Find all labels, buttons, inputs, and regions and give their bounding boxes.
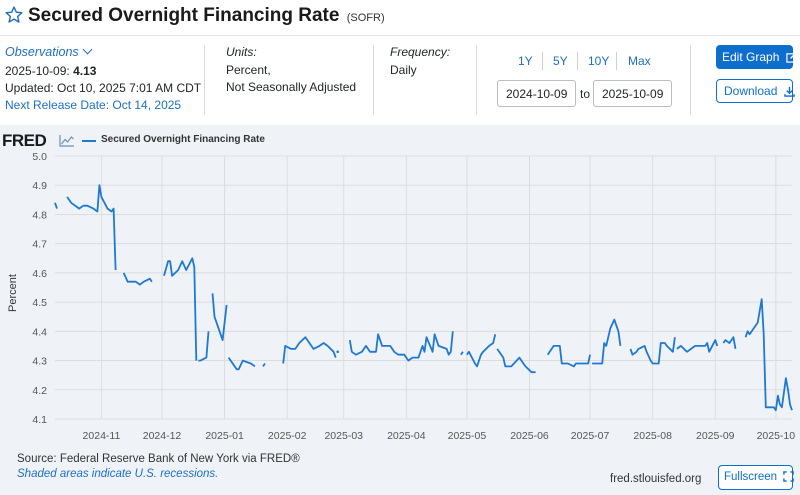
graph-icon (59, 135, 74, 147)
chart-panel (0, 125, 800, 495)
start-date-input[interactable]: 2024-10-09 (497, 80, 576, 107)
gridlines (55, 155, 792, 420)
units-value-line1: Percent, (226, 63, 271, 77)
units-value-line2: Not Seasonally Adjusted (226, 80, 357, 94)
end-date-input[interactable]: 2025-10-09 (593, 80, 672, 107)
divider (204, 45, 205, 115)
x-tick-label: 2025-01 (205, 430, 244, 442)
obs-date: 2025-10-09: (5, 64, 70, 78)
download-label: Download (724, 84, 778, 98)
obs-value: 4.13 (73, 64, 97, 78)
series-line-segment (460, 351, 464, 356)
fullscreen-label: Fullscreen (724, 471, 778, 483)
x-tick-label: 2025-08 (633, 430, 672, 442)
y-tick-label: 4.8 (32, 209, 47, 221)
series-line-segment (262, 362, 266, 367)
series-line-segment (122, 272, 153, 286)
legend-swatch (82, 140, 96, 142)
series-line-segment (227, 357, 256, 371)
series-line-segment (592, 318, 622, 365)
observations-label: Observations (5, 45, 79, 59)
series-line-segment (54, 202, 58, 209)
series-line (54, 184, 793, 412)
series-line-segment (722, 336, 737, 350)
y-tick-label: 4.1 (32, 414, 47, 426)
updated-text: Updated: Oct 10, 2025 7:01 AM CDT (5, 81, 202, 95)
x-tick-label: 2025-07 (571, 430, 610, 442)
y-tick-label: 4.2 (32, 385, 47, 397)
edit-graph-button[interactable]: Edit Graph (716, 45, 796, 69)
series-line-segment (348, 331, 454, 362)
y-tick-label: 5.0 (32, 151, 47, 163)
next-release-link[interactable]: Next Release Date: Oct 14, 2025 (5, 98, 182, 112)
y-tick-label: 4.6 (32, 268, 47, 280)
series-line-segment (546, 344, 591, 368)
y-tick-label: 4.5 (32, 297, 47, 309)
x-tick-label: 2025-06 (510, 430, 549, 442)
y-tick-label: 4.4 (32, 326, 47, 338)
to-label: to (580, 87, 591, 101)
site-link[interactable]: fred.stlouisfed.org (610, 473, 702, 485)
x-tick-label: 2025-10 (757, 430, 796, 442)
fullscreen-button[interactable]: Fullscreen (718, 465, 795, 490)
recession-note: Shaded areas indicate U.S. recessions. (17, 468, 219, 480)
y-tick-label: 4.7 (32, 239, 47, 251)
series-line-segment (66, 184, 117, 271)
title-row: Secured Overnight Financing Rate (SOFR) (0, 0, 800, 36)
series-code: (SOFR) (346, 12, 385, 24)
download-icon (783, 86, 795, 97)
range-max-button[interactable]: Max (628, 54, 651, 68)
divider (616, 52, 617, 70)
series-line-segment (496, 348, 536, 374)
series-line-segment (629, 337, 676, 365)
y-tick-label: 4.3 (32, 356, 47, 368)
legend-label: Secured Overnight Financing Rate (101, 134, 265, 145)
x-tick-label: 2025-03 (324, 430, 363, 442)
divider (542, 52, 543, 70)
star-icon[interactable] (4, 5, 24, 25)
frequency-value: Daily (390, 63, 417, 77)
series-line-segment (744, 298, 793, 412)
observations-dropdown[interactable]: Observations (5, 44, 93, 59)
series-line-segment (211, 293, 228, 342)
x-axis-ticks: 2024-11 2024-12 2025-01 2025-02 2025-03 2025-… (83, 430, 796, 442)
divider (577, 52, 578, 70)
x-tick-label: 2025-02 (268, 430, 307, 442)
frequency-label: Frequency: (390, 45, 451, 59)
chart: 4.14.24.34.44.54.64.74.84.95.0 2024-11 20… (7, 151, 796, 442)
series-line-segment (466, 334, 497, 368)
y-tick-label: 4.9 (32, 180, 47, 192)
series-line-segment (676, 339, 719, 353)
series-line-segment (198, 331, 210, 362)
chevron-down-icon (82, 44, 93, 55)
x-tick-label: 2024-11 (83, 430, 121, 442)
info-row: Observations 2025-10-09: 4.13 Updated: O… (0, 37, 800, 125)
series-title: Secured Overnight Financing Rate (28, 5, 340, 26)
edit-icon (786, 52, 796, 63)
x-tick-label: 2025-04 (387, 430, 426, 442)
download-button[interactable]: Download (716, 79, 795, 103)
divider (373, 45, 374, 115)
page-title: Secured Overnight Financing Rate (SOFR) (28, 5, 385, 27)
series-line-segment (163, 257, 198, 361)
fred-logo: FRED (2, 131, 47, 150)
range-10y-button[interactable]: 10Y (588, 54, 610, 68)
units-label: Units: (226, 45, 257, 59)
series-point (336, 350, 339, 354)
divider (476, 45, 477, 115)
source-text: Source: Federal Reserve Bank of New York… (17, 453, 300, 465)
y-axis-label: Percent (7, 274, 19, 312)
edit-graph-label: Edit Graph (722, 50, 780, 64)
x-tick-label: 2024-12 (143, 430, 182, 442)
x-tick-label: 2025-05 (448, 430, 487, 442)
range-5y-button[interactable]: 5Y (553, 54, 568, 68)
divider (690, 45, 691, 115)
x-tick-label: 2025-09 (696, 430, 735, 442)
latest-observation: 2025-10-09: 4.13 (5, 64, 96, 78)
y-axis-ticks: 4.1 4.2 4.3 4.4 4.5 4.6 4.7 4.8 4.9 5.0 (32, 151, 47, 426)
series-line-segment (282, 336, 337, 364)
range-1y-button[interactable]: 1Y (518, 54, 533, 68)
fullscreen-icon (783, 471, 795, 482)
